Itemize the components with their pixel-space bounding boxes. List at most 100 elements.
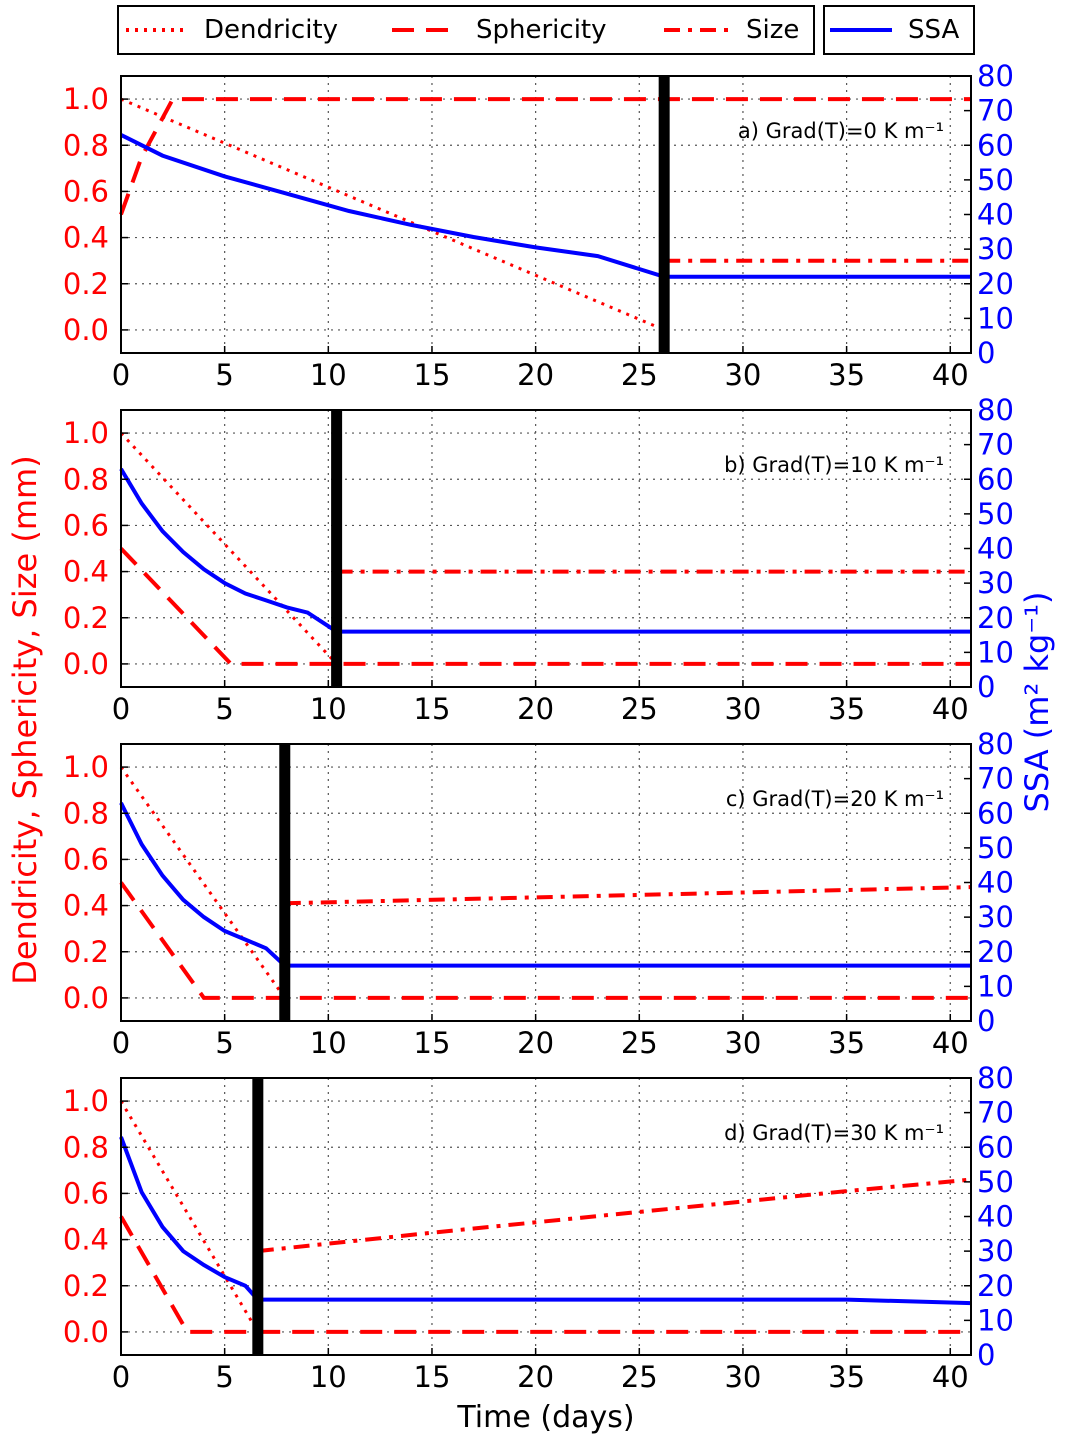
- tick-label-right: 30: [977, 232, 1014, 266]
- tick-label-right: 10: [977, 969, 1014, 1003]
- tick-label-x: 0: [112, 1026, 130, 1060]
- tick-label-left: 0.8: [63, 796, 109, 830]
- tick-label-left: 1.0: [63, 750, 109, 784]
- tick-label-right: 40: [977, 198, 1014, 232]
- plot-area: [121, 410, 971, 687]
- tick-label-x: 30: [724, 692, 761, 726]
- tick-label-x: 20: [517, 358, 554, 392]
- tick-label-right: 80: [977, 393, 1014, 427]
- tick-label-right: 60: [977, 462, 1014, 496]
- legend-label-ssa: SSA: [908, 15, 959, 45]
- series-size: [284, 885, 972, 906]
- tick-label-left: 0.0: [63, 647, 109, 681]
- tick-label-x: 10: [310, 358, 347, 392]
- legend-box-red: [117, 5, 815, 55]
- tick-label-x: 35: [828, 692, 865, 726]
- tick-label-left: 0.6: [63, 508, 109, 542]
- tick-label-right: 10: [977, 301, 1014, 335]
- tick-label-right: 70: [977, 762, 1014, 796]
- tick-label-right: 10: [977, 635, 1014, 669]
- tick-label-left: 0.4: [63, 555, 109, 589]
- tick-label-right: 20: [977, 267, 1014, 301]
- legend-label-dendricity: Dendricity: [204, 15, 338, 45]
- series-ssa: [119, 802, 971, 968]
- plot-area: [121, 744, 971, 1021]
- tick-label-left: 0.2: [63, 935, 109, 969]
- series-size: [257, 1177, 972, 1254]
- panel-annotation: c) Grad(T)=20 K m⁻¹: [726, 787, 944, 811]
- tick-label-right: 20: [977, 1269, 1014, 1303]
- plot-area: [121, 1078, 971, 1355]
- tick-label-left: 0.0: [63, 1315, 109, 1349]
- left-axis-label: Dendricity, Sphericity, Size (mm): [6, 455, 44, 984]
- tick-label-right: 60: [977, 796, 1014, 830]
- tick-label-right: 30: [977, 566, 1014, 600]
- series-sphericity: [119, 881, 971, 1000]
- tick-label-left: 0.4: [63, 221, 109, 255]
- tick-label-left: 0.6: [63, 842, 109, 876]
- tick-label-right: 20: [977, 935, 1014, 969]
- tick-label-right: 50: [977, 831, 1014, 865]
- tick-label-left: 0.2: [63, 1269, 109, 1303]
- tick-label-right: 80: [977, 1061, 1014, 1095]
- tick-label-right: 60: [977, 1130, 1014, 1164]
- tick-label-right: 70: [977, 428, 1014, 462]
- tick-label-x: 10: [310, 692, 347, 726]
- tick-label-x: 5: [215, 1360, 233, 1394]
- tick-label-right: 50: [977, 497, 1014, 531]
- tick-label-x: 5: [215, 358, 233, 392]
- legend: Dendricity Sphericity Size SSA: [117, 5, 975, 55]
- tick-label-right: 20: [977, 601, 1014, 635]
- tick-label-x: 40: [932, 358, 969, 392]
- tick-label-x: 25: [621, 692, 658, 726]
- tick-label-left: 1.0: [63, 416, 109, 450]
- tick-label-x: 20: [517, 1026, 554, 1060]
- tick-label-x: 40: [932, 1360, 969, 1394]
- tick-label-x: 35: [828, 1026, 865, 1060]
- tick-label-right: 80: [977, 59, 1014, 93]
- tick-label-x: 30: [724, 358, 761, 392]
- tick-label-x: 15: [414, 358, 451, 392]
- tick-label-x: 15: [414, 1026, 451, 1060]
- tick-label-x: 25: [621, 1360, 658, 1394]
- plot-area: [121, 76, 971, 353]
- tick-label-left: 0.6: [63, 174, 109, 208]
- x-axis-label: Time (days): [456, 1400, 634, 1435]
- tick-label-left: 0.0: [63, 981, 109, 1015]
- tick-label-right: 70: [977, 1096, 1014, 1130]
- tick-label-left: 0.4: [63, 889, 109, 923]
- tick-label-right: 40: [977, 1200, 1014, 1234]
- tick-label-x: 0: [112, 692, 130, 726]
- legend-label-size: Size: [746, 15, 799, 45]
- tick-label-left: 1.0: [63, 82, 109, 116]
- tick-label-right: 30: [977, 900, 1014, 934]
- tick-label-x: 5: [215, 692, 233, 726]
- tick-label-x: 40: [932, 1026, 969, 1060]
- panel-annotation: d) Grad(T)=30 K m⁻¹: [724, 1121, 944, 1145]
- tick-label-right: 50: [977, 163, 1014, 197]
- series-sphericity: [119, 547, 971, 666]
- tick-label-x: 0: [112, 358, 130, 392]
- tick-label-left: 0.8: [63, 1130, 109, 1164]
- tick-label-right: 70: [977, 94, 1014, 128]
- tick-label-right: 80: [977, 727, 1014, 761]
- tick-label-right: 40: [977, 866, 1014, 900]
- series-ssa: [120, 133, 971, 279]
- tick-label-left: 0.8: [63, 128, 109, 162]
- tick-label-right: 0: [977, 670, 995, 704]
- series-ssa: [119, 1136, 972, 1306]
- series-dendricity: [119, 766, 287, 999]
- tick-label-x: 20: [517, 1360, 554, 1394]
- tick-label-left: 0.2: [63, 267, 109, 301]
- tick-label-left: 0.8: [63, 462, 109, 496]
- tick-label-left: 0.0: [63, 313, 109, 347]
- tick-label-x: 35: [828, 1360, 865, 1394]
- legend-label-sphericity: Sphericity: [476, 15, 607, 45]
- tick-label-left: 0.4: [63, 1223, 109, 1257]
- tick-label-x: 15: [414, 1360, 451, 1394]
- tick-label-x: 0: [112, 1360, 130, 1394]
